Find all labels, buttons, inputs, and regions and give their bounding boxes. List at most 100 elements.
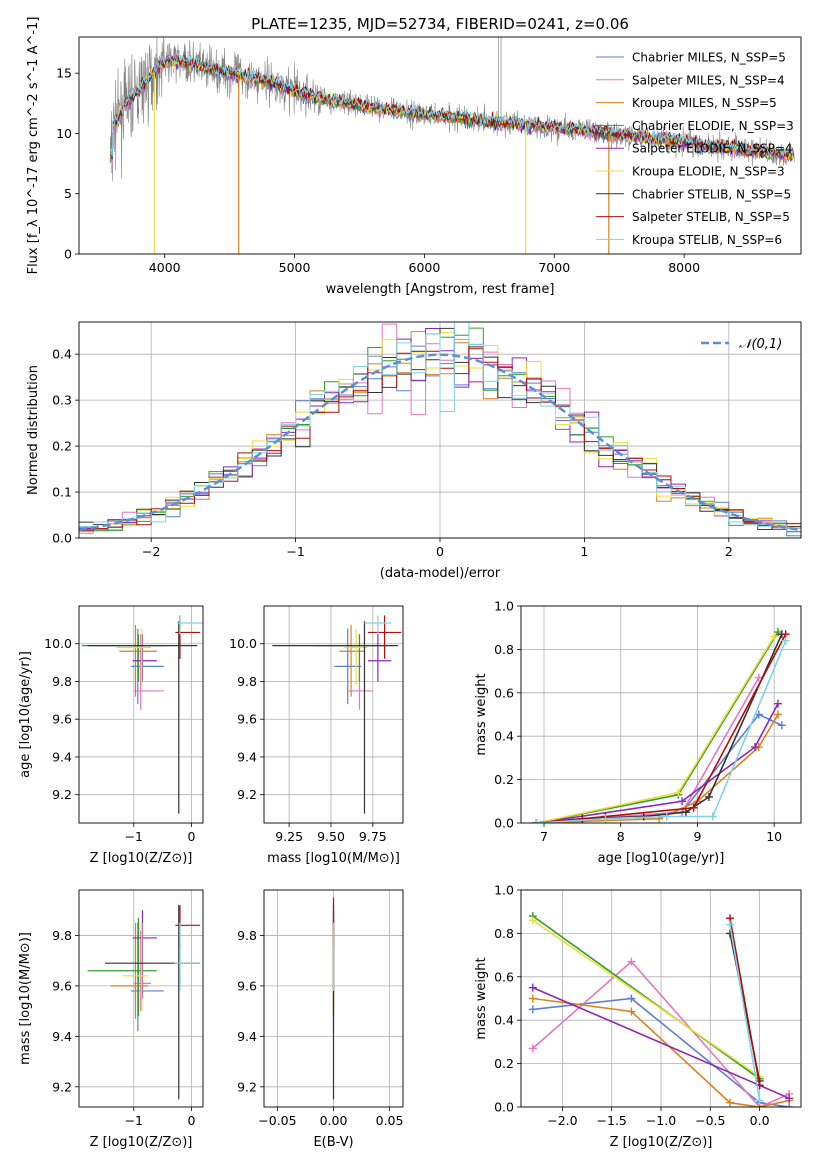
x-tick-label: 0.00 — [320, 1113, 348, 1128]
data-point-marker — [689, 803, 698, 812]
y-tick-label: 15 — [56, 66, 72, 81]
x-tick-label: 8000 — [668, 260, 700, 275]
data-point-marker — [662, 812, 671, 821]
y-tick-label: 9.2 — [52, 1079, 72, 1094]
y-tick-label: 9.4 — [237, 1029, 257, 1044]
series-line — [532, 915, 761, 1080]
y-axis-label: mass weight — [474, 957, 489, 1039]
normal-curve — [79, 353, 801, 532]
x-axis-label: Z [log10(Z/Z⊙)] — [610, 1135, 713, 1150]
y-tick-label: 9.8 — [52, 674, 72, 689]
y-tick-label: 9.8 — [52, 928, 72, 943]
y-tick-label: 0.8 — [494, 926, 514, 941]
x-tick-label: −1 — [125, 1113, 143, 1128]
axes-frame — [263, 605, 404, 824]
y-tick-label: 0.6 — [494, 685, 514, 700]
series-line — [536, 714, 779, 823]
x-tick-label: 0 — [187, 1113, 195, 1128]
x-tick-label: −1.5 — [597, 1113, 627, 1128]
x-tick-label: 7 — [540, 829, 548, 844]
data-point-marker — [678, 797, 687, 806]
data-point-marker — [601, 814, 610, 823]
x-tick-label: −0.05 — [258, 1113, 296, 1128]
data-point-marker — [773, 710, 782, 719]
data-point-marker — [704, 792, 713, 801]
y-axis-label: mass weight — [474, 673, 489, 755]
chart-title: PLATE=1235, MJD=52734, FIBERID=0241, z=0… — [251, 15, 629, 33]
y-tick-label: 0.0 — [494, 1100, 514, 1115]
x-axis-label: E(B-V) — [313, 1135, 353, 1150]
y-tick-label: 0.0 — [52, 531, 72, 546]
chart-spectrum: 4000 5000 6000 7000 8000 0 5 10 15 Chabrier MILES… — [26, 15, 802, 297]
y-axis-label: Normed distribution — [26, 365, 41, 495]
plot-area-weight-vs-z — [528, 912, 794, 1107]
data-point-marker — [674, 788, 683, 797]
plot-area-age-vs-z — [81, 615, 203, 814]
y-tick-label: 9.6 — [52, 712, 72, 727]
x-tick-label: 8 — [617, 829, 625, 844]
chart-age-vs-z: −1 0 9.2 9.4 9.6 9.8 10.0 Z [log10(Z/Z⊙)] age [l… — [18, 605, 204, 866]
x-axis-label: mass [log10(M/M⊙)] — [267, 851, 400, 866]
y-tick-label: 0.3 — [52, 393, 72, 408]
data-point-marker — [785, 1094, 794, 1103]
x-axis-label: (data-model)/error — [380, 566, 501, 581]
y-tick-label: 0.0 — [494, 816, 514, 831]
y-tick-label: 0.4 — [494, 729, 514, 744]
data-point-marker — [528, 994, 537, 1003]
axes-frame — [78, 321, 802, 539]
axes-frame — [78, 605, 204, 824]
x-tick-label: 0 — [436, 544, 444, 559]
y-axis-label: Flux [f_λ 10^-17 erg cm^-2 s^-1 A^-1] — [26, 17, 41, 275]
x-tick-label: −1 — [125, 829, 143, 844]
chart-age-vs-mass: 9.25 9.50 9.75 9.2 9.4 9.6 9.8 10.0 mass [log10(… — [229, 605, 404, 866]
x-tick-label: 10 — [766, 829, 782, 844]
legend-label: Chabrier STELIB, N_SSP=5 — [632, 187, 791, 201]
y-tick-label: 10.0 — [44, 636, 72, 651]
data-point-marker — [532, 819, 541, 823]
y-tick-label: 9.6 — [52, 978, 72, 993]
axes-frame — [78, 889, 204, 1108]
axes-frame — [520, 889, 802, 1108]
chart-mass-vs-ebv: −0.05 0.00 0.05 9.2 9.4 9.6 9.8 E(B-V) — [237, 889, 403, 1150]
legend-label: Chabrier MILES, N_SSP=5 — [632, 51, 786, 65]
y-tick-label: 9.2 — [52, 787, 72, 802]
y-tick-label: 9.2 — [237, 1079, 257, 1094]
plot-area-age-vs-mass — [272, 615, 402, 814]
y-tick-label: 0.4 — [52, 347, 72, 362]
y-tick-label: 0 — [64, 247, 72, 262]
legend-label: Chabrier ELODIE, N_SSP=3 — [632, 119, 794, 133]
x-axis-label: Z [log10(Z/Z⊙)] — [90, 1135, 193, 1150]
chart-weight-vs-age: 7 8 9 10 0.0 0.2 0.4 0.6 0.8 1.0 age [log10(age/yr… — [474, 599, 802, 866]
x-tick-label: 9 — [693, 829, 701, 844]
y-tick-label: 9.4 — [52, 1029, 72, 1044]
y-tick-label: 0.4 — [494, 1013, 514, 1028]
y-tick-label: 10.0 — [229, 636, 257, 651]
x-tick-label: 9.25 — [275, 829, 303, 844]
x-tick-label: −0.5 — [695, 1113, 725, 1128]
y-tick-label: 0.2 — [52, 439, 72, 454]
data-point-marker — [781, 636, 790, 645]
data-point-marker — [627, 957, 636, 966]
y-tick-label: 9.8 — [237, 928, 257, 943]
legend-label: Kroupa ELODIE, N_SSP=3 — [632, 165, 785, 179]
data-point-marker — [681, 808, 690, 817]
legend-label: Salpeter ELODIE, N_SSP=4 — [632, 142, 793, 156]
data-point-marker — [528, 1044, 537, 1053]
x-tick-label: 7000 — [538, 260, 570, 275]
chart-mass-vs-z: −1 0 9.2 9.4 9.6 9.8 Z [log10(Z/Z⊙)] mass [log1… — [18, 889, 204, 1150]
series-line — [536, 633, 783, 823]
data-point-marker — [770, 632, 779, 641]
chart-weight-vs-z: −2.0 −1.5 −1.0 −0.5 0.0 0.0 0.2 0.4 0.6 0.8 1.0 Z [… — [474, 883, 802, 1150]
y-axis-label: mass [log10(M/M⊙)] — [18, 932, 33, 1065]
y-tick-label: 0.6 — [494, 969, 514, 984]
y-tick-label: 0.8 — [494, 642, 514, 657]
data-point-marker — [627, 994, 636, 1003]
y-tick-label: 1.0 — [494, 599, 514, 614]
x-axis-label: age [log10(age/yr)] — [598, 851, 725, 866]
x-tick-label: 0 — [187, 829, 195, 844]
legend-label: Salpeter MILES, N_SSP=4 — [632, 73, 785, 87]
legend-label: Kroupa STELIB, N_SSP=6 — [632, 233, 782, 247]
series-line — [536, 633, 787, 823]
histogram-step — [79, 322, 801, 533]
